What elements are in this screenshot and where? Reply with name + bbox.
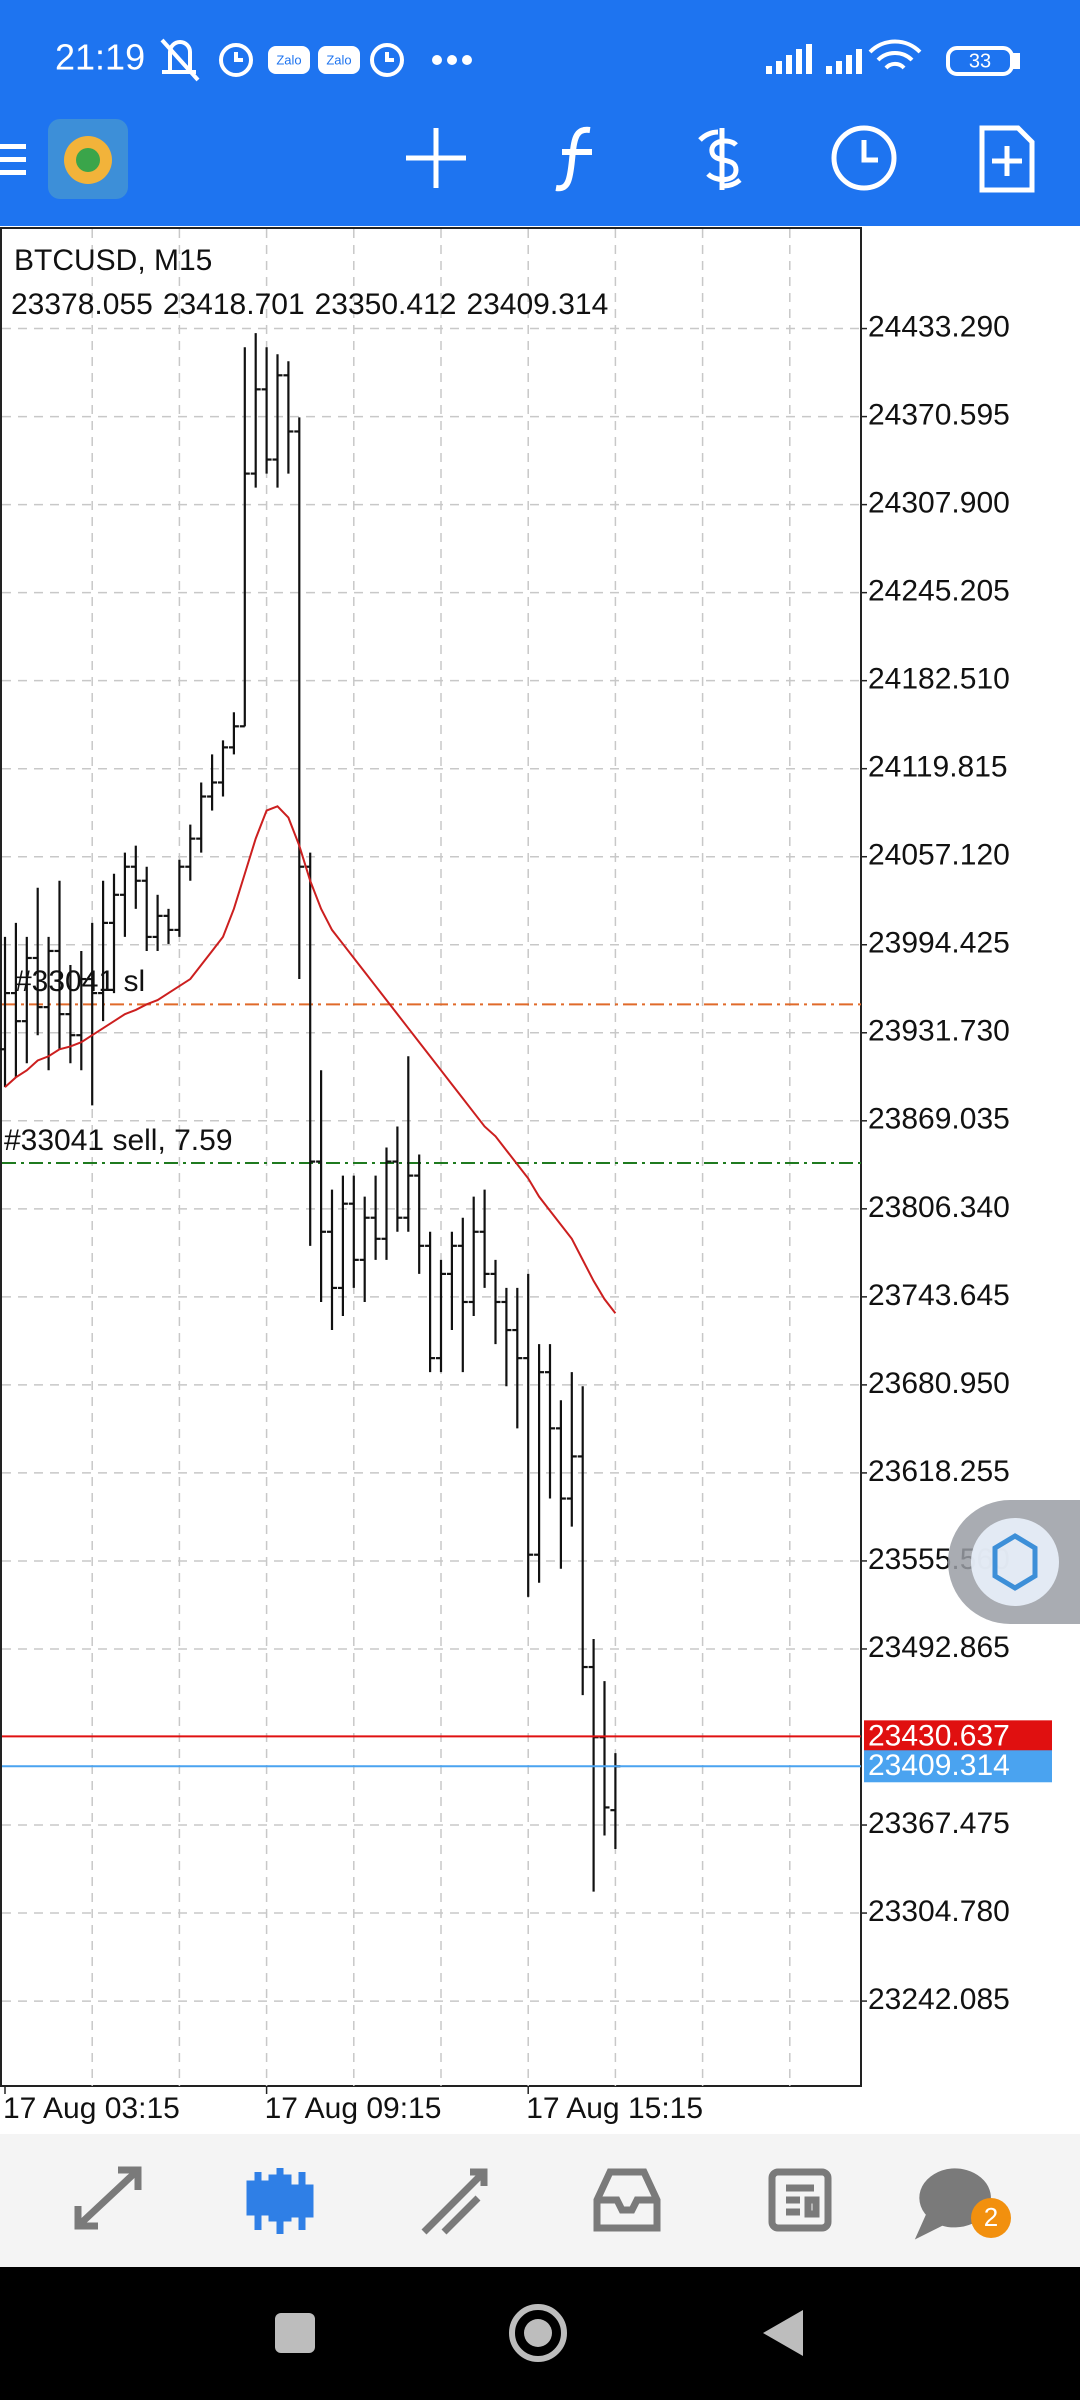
y-tick-label: 23806.340 <box>868 1191 1010 1224</box>
y-tick-label: 24245.205 <box>868 575 1010 608</box>
high-value: 23418.701 <box>163 288 305 321</box>
chart-frame <box>0 227 862 2087</box>
zalo-label: Zalo <box>326 52 351 67</box>
y-tick-label: 24182.510 <box>868 663 1010 696</box>
bid-price: 23409.314 <box>868 1749 1010 1782</box>
vertical-grid <box>91 229 791 2086</box>
menu-button[interactable] <box>0 144 26 175</box>
badge-count: 2 <box>984 2202 998 2232</box>
y-tick-label: 23492.865 <box>868 1631 1010 1664</box>
bid-badge <box>864 1750 1052 1783</box>
y-tick-label: 24119.815 <box>868 751 1008 784</box>
zalo-label: Zalo <box>276 52 301 67</box>
battery-level: 33 <box>969 50 991 72</box>
open-value: 23378.055 <box>11 288 153 321</box>
ask-price: 23430.637 <box>868 1719 1010 1752</box>
chart-title: BTCUSD, M15 <box>14 244 212 277</box>
toolbar-icons[interactable] <box>406 125 1035 193</box>
y-tick-label: 24057.120 <box>868 839 1010 872</box>
y-tick-label: 23304.780 <box>868 1895 1010 1928</box>
system-buttons[interactable] <box>275 2304 803 2362</box>
ask-badge <box>864 1720 1052 1753</box>
y-tick-label: 23931.730 <box>868 1015 1010 1048</box>
clock: 21:19 <box>55 37 145 78</box>
zalo-icon <box>268 46 310 74</box>
y-tick-label: 23242.085 <box>868 1983 1010 2016</box>
y-tick-label: 23367.475 <box>868 1807 1010 1840</box>
badge <box>971 2198 1011 2238</box>
moving-average <box>4 805 617 1314</box>
low-value: 23350.412 <box>315 288 457 321</box>
y-tick-label: 23869.035 <box>868 1103 1010 1136</box>
order-label: #33041 sl <box>15 965 145 998</box>
zalo-icon <box>318 46 360 74</box>
signal-bars <box>766 44 862 74</box>
x-tick-label: 17 Aug 15:15 <box>526 2092 703 2125</box>
y-tick-label: 23618.255 <box>868 1455 1010 1488</box>
y-tick-label: 23743.645 <box>868 1279 1010 1312</box>
x-tick-label: 17 Aug 03:15 <box>3 2092 180 2125</box>
y-tick-label: 23680.950 <box>868 1367 1010 1400</box>
close-value: 23409.314 <box>466 288 608 321</box>
y-tick-label: 24370.595 <box>868 399 1010 432</box>
ohlc-header: 23378.055 23418.701 23350.412 23409.314 <box>11 288 608 321</box>
app-logo[interactable] <box>48 119 128 199</box>
y-tick-label: 23994.425 <box>868 927 1010 960</box>
assistant-bubble[interactable] <box>948 1500 1080 1624</box>
x-tick-label: 17 Aug 09:15 <box>265 2092 442 2125</box>
top-bar <box>0 0 1080 226</box>
y-tick-label: 24433.290 <box>868 310 1010 343</box>
y-tick-label: 24307.900 <box>868 487 1010 520</box>
status-icons <box>160 38 1020 82</box>
bottom-nav <box>0 2134 1080 2267</box>
order-label: #33041 sell, 7.59 <box>4 1124 233 1157</box>
